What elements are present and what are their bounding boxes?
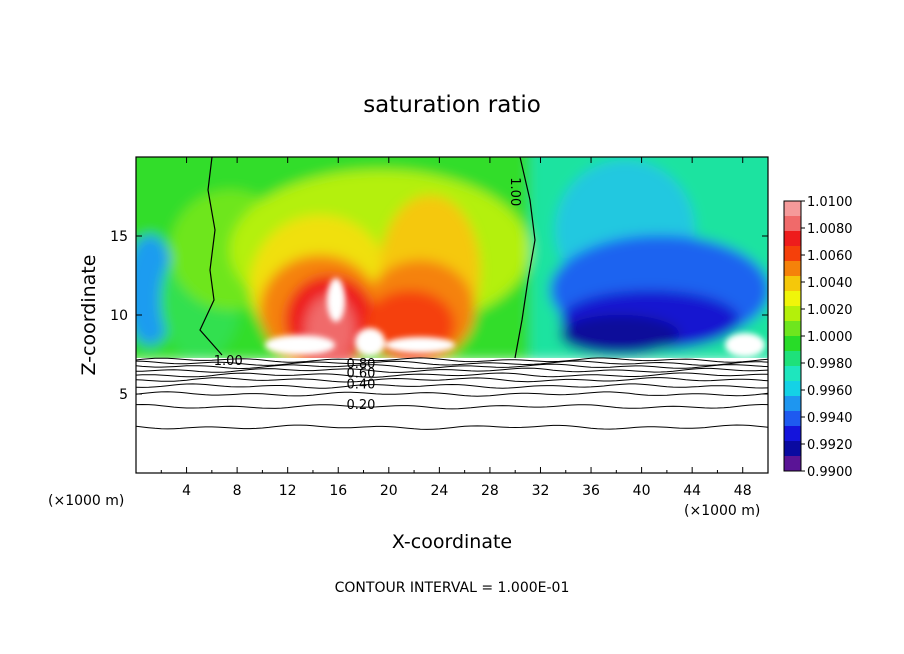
- contour-label: 0.40: [347, 378, 376, 393]
- y-tick-label: 15: [110, 229, 128, 245]
- x-tick-label: 16: [329, 483, 347, 499]
- contour-line: [136, 424, 768, 430]
- colorbar-label: 1.0080: [807, 222, 853, 237]
- colorbar-label: 0.9920: [807, 438, 853, 453]
- colorbar-label: 1.0000: [807, 330, 853, 345]
- contour-line: [136, 403, 768, 410]
- contour-line: [136, 391, 768, 397]
- colorbar-swatch: [784, 396, 801, 412]
- x-tick-label: 28: [481, 483, 499, 499]
- contour-line: [136, 363, 768, 370]
- contour-line: [136, 383, 768, 389]
- plot-field: 1.00 1.00 0.800.600.40 0.20: [136, 157, 768, 473]
- colorbar-label: 1.0100: [807, 195, 853, 210]
- contour-line: [136, 360, 768, 366]
- chart-title: saturation ratio: [363, 92, 541, 118]
- contour-line: [136, 357, 768, 363]
- colorbar-swatch: [784, 441, 801, 457]
- contour-label: 0.80: [347, 357, 376, 372]
- colorbar-swatch: [784, 231, 801, 247]
- colorbar-swatch: [784, 276, 801, 292]
- colorbar-swatch: [784, 216, 801, 232]
- colorbar-label: 0.9940: [807, 411, 853, 426]
- colorbar-swatch: [784, 351, 801, 367]
- colorbar-swatch: [784, 261, 801, 277]
- colorbar-label: 0.9900: [807, 465, 853, 480]
- x-tick-label: 48: [734, 483, 752, 499]
- colorbar-label: 1.0060: [807, 249, 853, 264]
- colorbar: 1.0100 1.0080 1.0060 1.0040 1.0020 1.0000 0.99…: [783, 195, 853, 480]
- contour-label: 0.60: [347, 366, 376, 381]
- contour-lines: [136, 357, 768, 430]
- x-tick-label: 24: [430, 483, 448, 499]
- contour-label: 1.00: [214, 354, 243, 369]
- colorbar-swatch: [784, 246, 801, 262]
- x-axis-ticks: 4 8 12 16 20 24 28 32 36 40 44 48: [160, 157, 752, 499]
- colorbar-swatch: [784, 411, 801, 427]
- x-tick-label: 40: [633, 483, 651, 499]
- x-tick-label: 44: [683, 483, 701, 499]
- colorbar-swatch: [784, 336, 801, 352]
- x-tick-label: 12: [279, 483, 297, 499]
- x-tick-label: 20: [380, 483, 398, 499]
- colorbar-swatch: [784, 426, 801, 442]
- colorbar-swatch: [784, 321, 801, 337]
- colorbar-label: 0.9980: [807, 357, 853, 372]
- colorbar-label: 1.0020: [807, 303, 853, 318]
- field-shading: [136, 157, 768, 365]
- contour-label: 0.20: [347, 398, 376, 413]
- x-tick-label: 36: [582, 483, 600, 499]
- contour-labels: 1.00 1.00 0.800.600.40 0.20: [214, 177, 522, 413]
- contour-interval-note: CONTOUR INTERVAL = 1.000E-01: [335, 580, 570, 596]
- contour-line: [136, 377, 768, 383]
- colorbar-swatch: [784, 291, 801, 307]
- x-axis-label: X-coordinate: [392, 531, 512, 553]
- y-axis-ticks: 5 10 15: [110, 229, 768, 403]
- contour-label: 1.00: [507, 177, 522, 206]
- x-unit-left: (×1000 m): [48, 493, 124, 509]
- x-tick-label: 4: [182, 483, 191, 499]
- colorbar-swatch: [784, 306, 801, 322]
- y-tick-label: 10: [110, 308, 128, 324]
- y-axis-label: Z-coordinate: [78, 255, 100, 376]
- colorbar-swatch: [784, 201, 801, 217]
- colorbar-swatch: [784, 381, 801, 397]
- x-tick-label: 32: [532, 483, 550, 499]
- y-tick-label: 5: [119, 387, 128, 403]
- colorbar-label: 1.0040: [807, 276, 853, 291]
- contour-line: [136, 367, 768, 373]
- x-unit-right: (×1000 m): [684, 503, 760, 519]
- colorbar-swatch: [784, 456, 801, 472]
- field-cores: [265, 278, 765, 357]
- contour-line: [136, 372, 768, 378]
- colorbar-label: 0.9960: [807, 384, 853, 399]
- colorbar-swatch: [784, 366, 801, 382]
- x-tick-label: 8: [233, 483, 242, 499]
